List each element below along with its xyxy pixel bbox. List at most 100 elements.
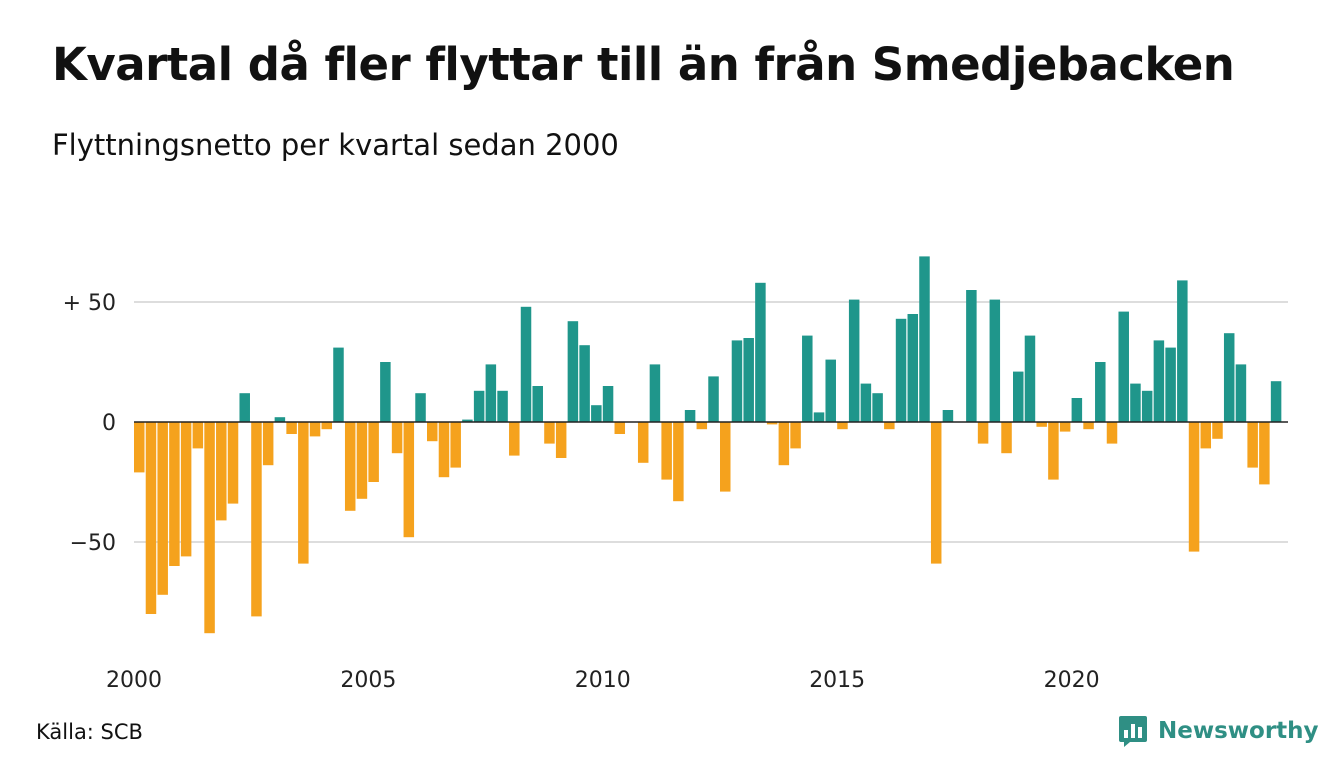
bar (227, 422, 239, 504)
bar (309, 422, 321, 437)
bar (766, 422, 778, 425)
x-tick-label: 2015 (809, 668, 865, 693)
chart-subtitle: Flyttningsnetto per kvartal sedan 2000 (52, 128, 619, 162)
x-tick-label: 2010 (575, 668, 631, 693)
bar (520, 306, 532, 422)
bar (1212, 422, 1223, 439)
bar (262, 422, 274, 466)
bar (637, 422, 649, 463)
bar (1106, 422, 1118, 444)
bar (274, 417, 286, 422)
gridlines (134, 301, 1288, 543)
bar (966, 290, 977, 422)
bar (649, 364, 661, 422)
bar-chart: + 50 0 −50 2000 2005 2010 2015 2020 (63, 256, 1288, 693)
bar (485, 364, 497, 422)
bar (860, 383, 872, 422)
bar (391, 422, 403, 454)
bar (1223, 333, 1235, 422)
bar (1188, 422, 1200, 552)
bar (1141, 390, 1153, 422)
bar (1024, 335, 1036, 422)
bar (790, 422, 801, 449)
bar (1083, 422, 1094, 430)
bar (415, 393, 426, 422)
bar (1165, 347, 1176, 422)
bar (344, 422, 356, 511)
bar (1059, 422, 1071, 432)
bar (977, 422, 989, 444)
bar (884, 422, 895, 430)
bar (708, 376, 719, 422)
bar (380, 362, 391, 422)
bar (1036, 422, 1047, 427)
bar (930, 422, 942, 564)
bar (743, 338, 754, 422)
bar (1048, 422, 1059, 480)
bar (825, 359, 836, 422)
bar (1200, 422, 1212, 449)
bar (1177, 280, 1188, 422)
bars (134, 256, 1282, 634)
source-note: Källa: SCB (36, 720, 143, 744)
bar (778, 422, 790, 466)
bar (333, 347, 344, 422)
bar (661, 422, 672, 480)
bar (169, 422, 180, 566)
bar (544, 422, 555, 444)
bar (848, 299, 860, 422)
bar (438, 422, 450, 478)
bar (368, 422, 379, 482)
bar (473, 390, 485, 422)
bar (462, 419, 473, 422)
bar (895, 318, 907, 422)
bar (145, 422, 157, 614)
bar (1247, 422, 1258, 468)
bar (755, 282, 766, 422)
newsworthy-logo: Newsworthy (1118, 714, 1319, 748)
bar (204, 422, 215, 634)
bar (684, 410, 696, 422)
bar (1235, 364, 1247, 422)
bar (532, 386, 543, 422)
bar (216, 422, 227, 521)
bar (567, 321, 579, 422)
bar (251, 422, 262, 617)
bar (813, 412, 825, 422)
bar (1013, 371, 1024, 422)
x-tick-label: 2000 (106, 668, 162, 693)
bar (907, 314, 919, 422)
bar (497, 390, 508, 422)
bar (673, 422, 684, 502)
bar (134, 422, 145, 473)
bar (1095, 362, 1106, 422)
bar (1130, 383, 1141, 422)
bar (579, 345, 590, 422)
bar (1118, 311, 1129, 422)
brand-name: Newsworthy (1158, 718, 1319, 744)
bar (180, 422, 192, 557)
bar (614, 422, 626, 434)
bar (989, 299, 1001, 422)
bar (356, 422, 368, 499)
bar (192, 422, 204, 449)
bar (1270, 381, 1282, 422)
bar (872, 393, 883, 422)
bar (1071, 398, 1083, 422)
bar-chart-badge-icon (1119, 716, 1147, 747)
bar (919, 256, 930, 422)
bar (286, 422, 297, 434)
bar (696, 422, 708, 430)
bar (942, 410, 954, 422)
bar (1001, 422, 1012, 454)
bar (321, 422, 333, 430)
axes: + 50 0 −50 2000 2005 2010 2015 2020 (63, 291, 1288, 693)
bar (555, 422, 567, 458)
x-tick-label: 2020 (1044, 668, 1100, 693)
bar (591, 405, 602, 422)
bar (837, 422, 848, 430)
bar (1259, 422, 1270, 485)
bar (731, 340, 743, 422)
x-tick-label: 2005 (340, 668, 396, 693)
bar (427, 422, 438, 442)
